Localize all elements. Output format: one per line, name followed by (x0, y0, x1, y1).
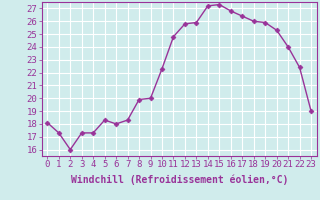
X-axis label: Windchill (Refroidissement éolien,°C): Windchill (Refroidissement éolien,°C) (70, 175, 288, 185)
